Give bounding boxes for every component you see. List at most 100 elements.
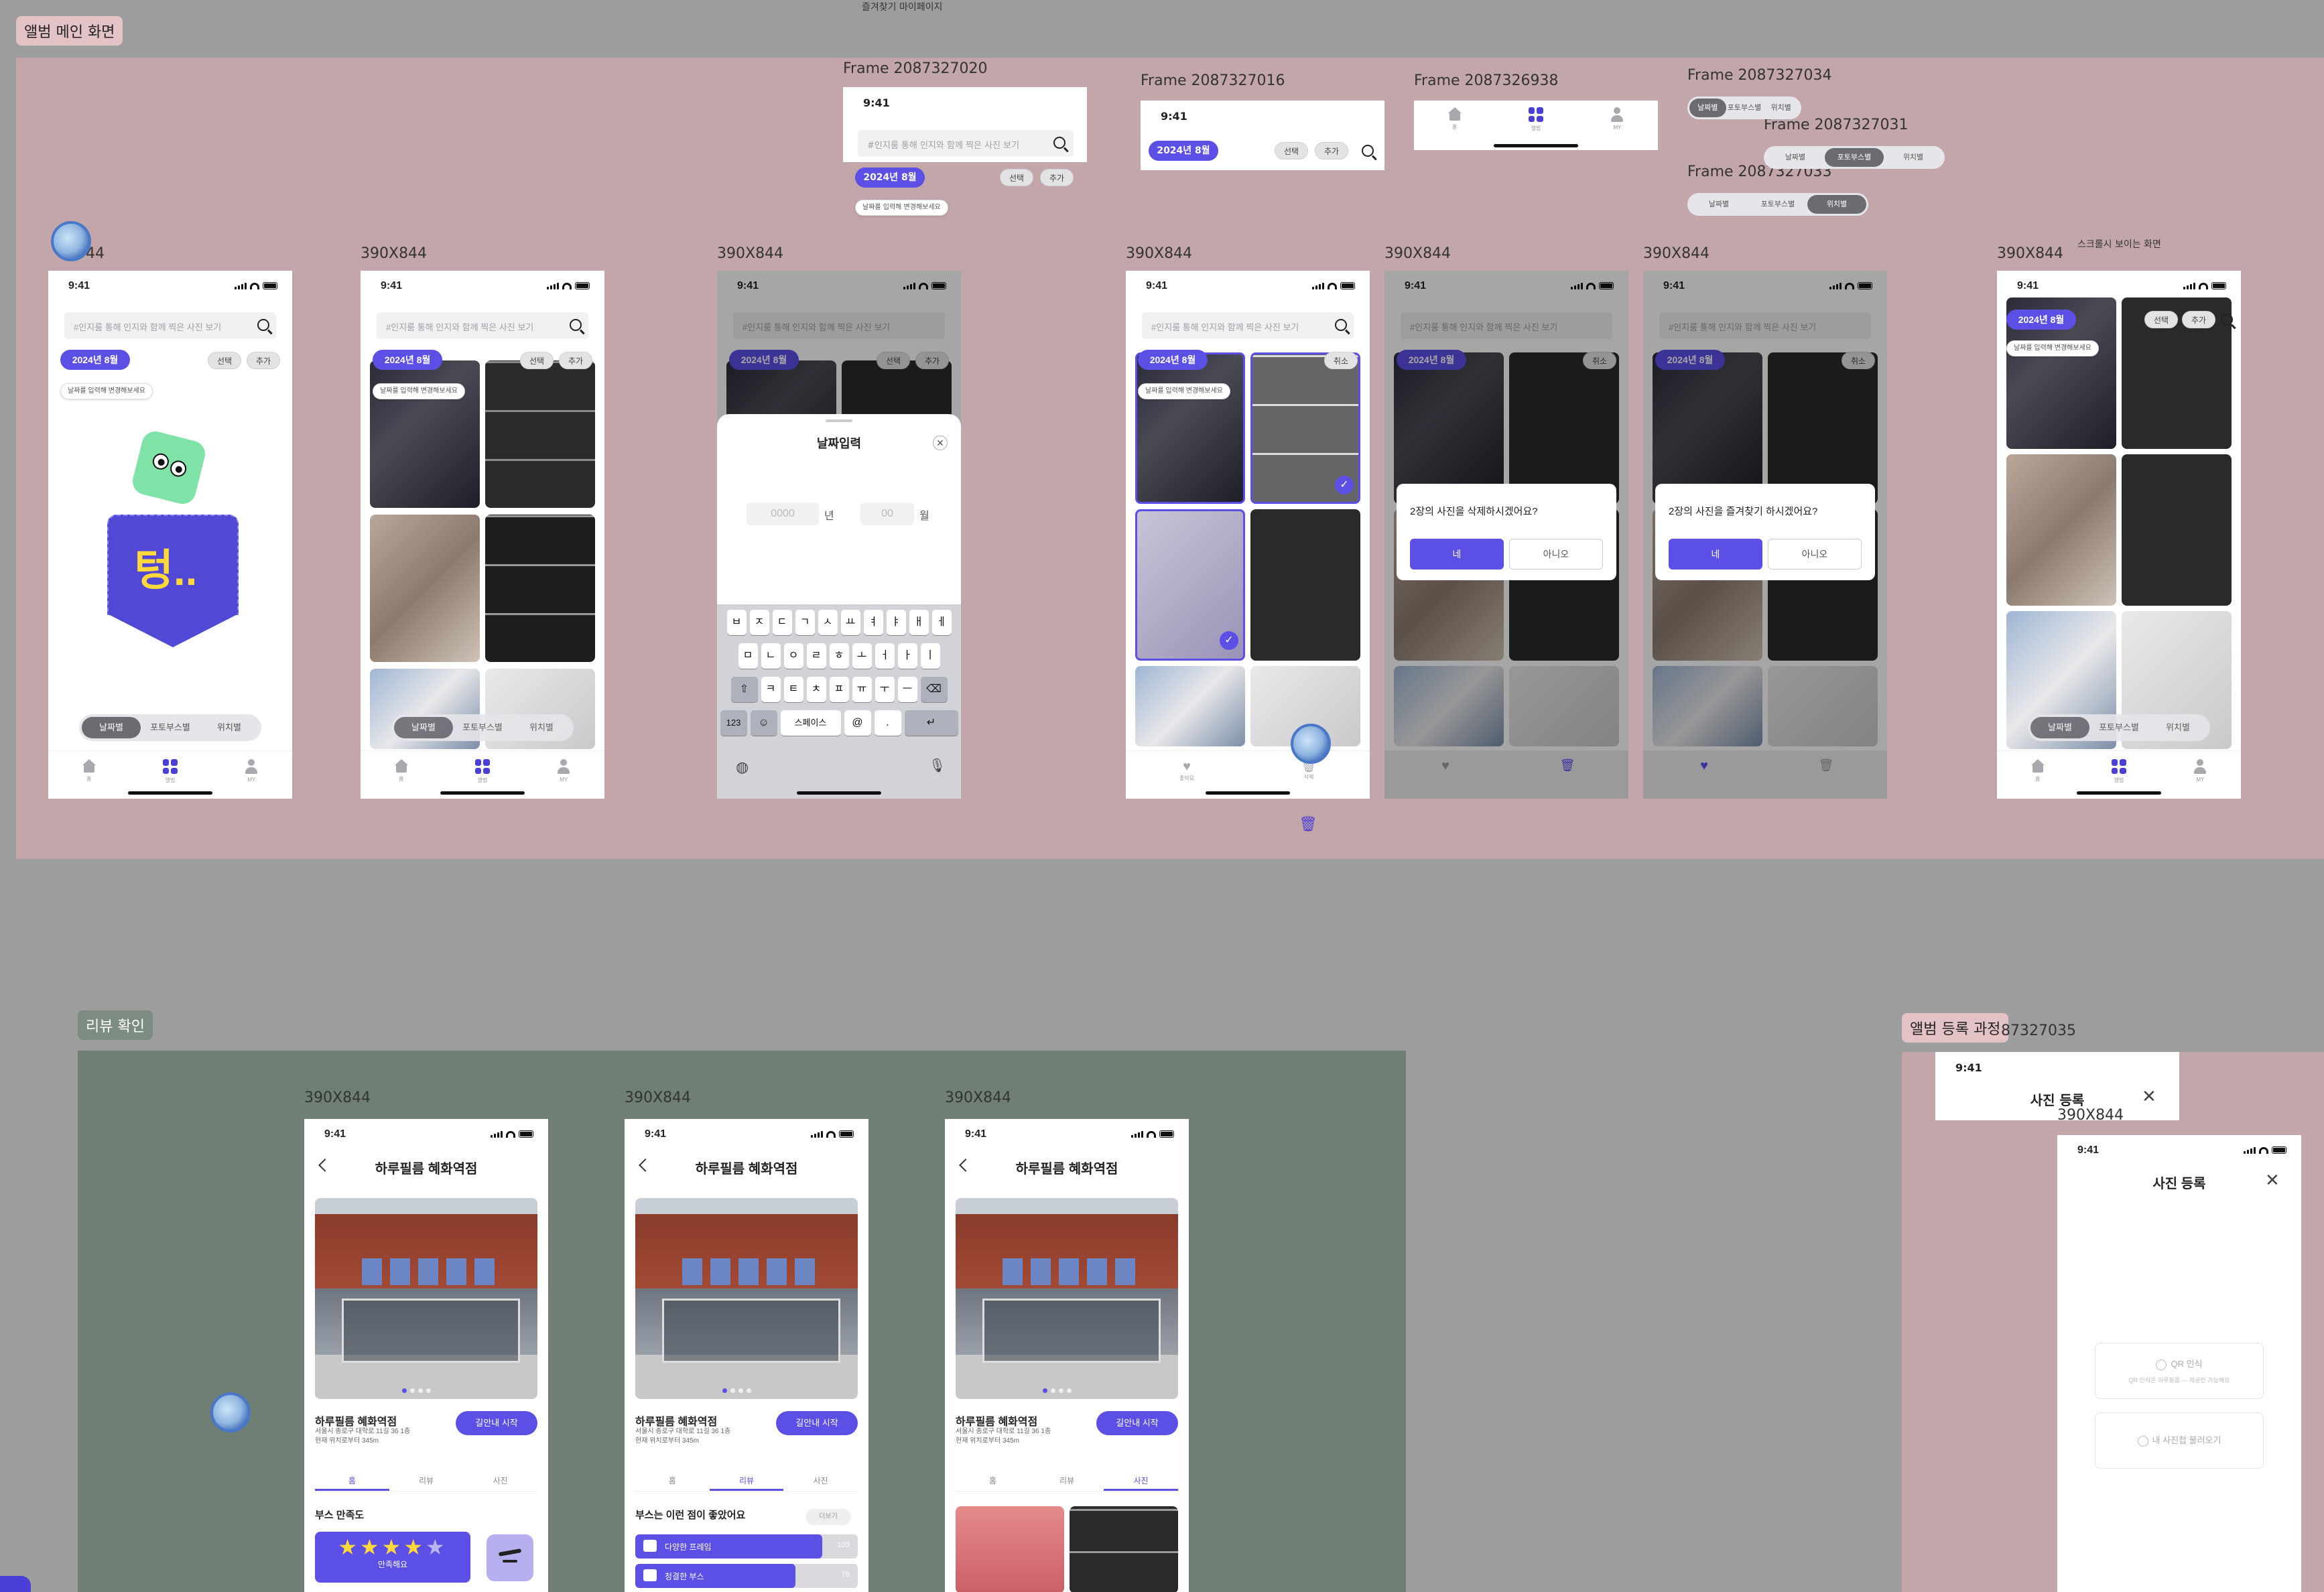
cancel-chip[interactable]: 취소 bbox=[1324, 352, 1358, 369]
tab-favorite[interactable]: ♥ 좋아요 bbox=[1432, 758, 1459, 799]
date-chip[interactable]: 2024년 8월 bbox=[373, 350, 442, 370]
search-input[interactable]: #인지룸 통해 인지와 함께 찍은 사진 보기 bbox=[733, 312, 945, 339]
year-field[interactable]: 0000 bbox=[747, 503, 819, 525]
tab-my[interactable]: MY bbox=[1604, 107, 1630, 150]
key[interactable]: ㅛ bbox=[840, 610, 860, 635]
close-icon[interactable]: ✕ bbox=[933, 436, 948, 450]
tab-home[interactable]: 홈 bbox=[2024, 759, 2051, 799]
segment-location[interactable]: 위치별 bbox=[529, 722, 554, 732]
date-chip[interactable]: 2024년 8월 bbox=[855, 168, 925, 188]
tab-home[interactable]: 홈 bbox=[668, 1476, 676, 1485]
dot-key[interactable]: . bbox=[874, 710, 901, 736]
add-chip[interactable]: 추가 bbox=[247, 352, 280, 369]
select-chip[interactable]: 선택 bbox=[208, 352, 241, 369]
add-chip[interactable]: 추가 bbox=[1040, 169, 1074, 186]
key[interactable]: ㅁ bbox=[738, 643, 758, 669]
navigate-button[interactable]: 길안내 시작 bbox=[1096, 1411, 1178, 1435]
tab-photos[interactable]: 사진 bbox=[1104, 1471, 1179, 1491]
date-chip[interactable]: 2024년 8월 bbox=[1397, 350, 1466, 370]
key[interactable]: ㅕ bbox=[863, 610, 883, 635]
search-icon[interactable] bbox=[1053, 137, 1066, 149]
tab-home[interactable]: 홈 bbox=[315, 1471, 389, 1491]
segment-control[interactable]: 날짜별 포토부스별 위치별 bbox=[79, 714, 261, 741]
tab-album[interactable]: 앨범 bbox=[469, 759, 496, 799]
segment-date[interactable]: 날짜별 bbox=[1689, 98, 1726, 117]
tab-favorite[interactable]: ♥ 좋아요 bbox=[1173, 759, 1200, 799]
key[interactable]: ㅔ bbox=[931, 610, 952, 635]
globe-icon[interactable]: ◍ bbox=[736, 758, 749, 775]
select-chip[interactable]: 선택 bbox=[1000, 169, 1033, 186]
key[interactable]: ㅎ bbox=[829, 643, 849, 669]
tab-album[interactable]: 앨범 bbox=[157, 759, 184, 799]
tab-home[interactable]: 홈 bbox=[388, 759, 415, 799]
search-icon[interactable] bbox=[570, 319, 582, 331]
navigate-button[interactable]: 길안내 시작 bbox=[456, 1411, 537, 1435]
search-input[interactable]: #인지룸 통해 인지와 함께 찍은 사진 보기 bbox=[1659, 312, 1871, 339]
key[interactable]: ㅊ bbox=[806, 677, 826, 702]
search-icon[interactable] bbox=[1335, 319, 1347, 331]
segment-location[interactable]: 위치별 bbox=[2166, 722, 2190, 732]
date-chip[interactable]: 2024년 8월 bbox=[1138, 350, 1208, 370]
tab-home[interactable]: 홈 bbox=[76, 759, 103, 799]
search-input[interactable]: #인지룸 통해 인지와 함께 찍은 사진 보기 bbox=[1142, 312, 1354, 339]
key[interactable]: ㅐ bbox=[909, 610, 929, 635]
tab-my[interactable]: MY bbox=[238, 759, 265, 799]
tab-album[interactable]: 앨범 bbox=[2106, 759, 2132, 799]
space-key[interactable]: 스페이스 bbox=[780, 710, 841, 736]
close-icon[interactable]: ✕ bbox=[2142, 1087, 2156, 1107]
cancel-chip[interactable]: 취소 bbox=[1842, 352, 1875, 369]
tab-review[interactable]: 리뷰 bbox=[418, 1476, 434, 1485]
key[interactable]: ㅓ bbox=[875, 643, 895, 669]
tab-favorite[interactable]: ♥ 좋아요 bbox=[1691, 758, 1718, 799]
backspace-key[interactable]: ⌫ bbox=[920, 677, 948, 702]
add-chip[interactable]: 추가 bbox=[2182, 311, 2215, 328]
segment-location-selected[interactable]: 날짜별 포토부스별 위치별 bbox=[1687, 193, 1868, 216]
confirm-yes-button[interactable]: 네 bbox=[1410, 539, 1504, 570]
segment-booth[interactable]: 포토부스별 bbox=[1760, 200, 1795, 208]
numbers-key[interactable]: 123 bbox=[720, 710, 747, 736]
key[interactable]: ㄱ bbox=[795, 610, 815, 635]
photo-thumb[interactable] bbox=[2122, 454, 2232, 606]
key[interactable]: ㅜ bbox=[875, 677, 895, 702]
segment-date[interactable]: 날짜별 bbox=[1785, 153, 1806, 161]
tab-review[interactable]: 리뷰 bbox=[1059, 1476, 1075, 1485]
segment-date[interactable]: 날짜별 bbox=[2030, 717, 2089, 738]
add-chip[interactable]: 추가 bbox=[1315, 142, 1348, 159]
key[interactable]: ㄹ bbox=[806, 643, 826, 669]
tab-delete[interactable]: 🗑 삭제 bbox=[1813, 758, 1839, 799]
emoji-key[interactable]: ☺ bbox=[750, 710, 777, 736]
segment-booth[interactable]: 포토부스별 bbox=[150, 722, 190, 732]
photo-thumb[interactable] bbox=[1250, 509, 1360, 661]
store-photo[interactable] bbox=[956, 1198, 1178, 1399]
date-chip[interactable]: 2024년 8월 bbox=[1655, 350, 1725, 370]
key[interactable]: ㅑ bbox=[886, 610, 906, 635]
shift-key[interactable]: ⇧ bbox=[730, 677, 758, 702]
key[interactable]: ㅏ bbox=[897, 643, 917, 669]
key[interactable]: ㅈ bbox=[749, 610, 769, 635]
review-photo[interactable] bbox=[956, 1506, 1064, 1592]
confirm-no-button[interactable]: 아니오 bbox=[1768, 539, 1862, 570]
segment-date[interactable]: 날짜별 bbox=[1708, 200, 1730, 208]
segment-location[interactable]: 위치별 bbox=[1807, 195, 1866, 214]
key[interactable]: ㅇ bbox=[783, 643, 803, 669]
return-key[interactable]: ↵ bbox=[904, 710, 958, 736]
photo-thumb[interactable] bbox=[1135, 352, 1245, 504]
key[interactable]: ㄷ bbox=[772, 610, 792, 635]
key[interactable]: ㅗ bbox=[852, 643, 872, 669]
key[interactable]: ㅋ bbox=[761, 677, 781, 702]
key[interactable]: ㅌ bbox=[783, 677, 803, 702]
search-input[interactable]: #인지룸 통해 인지와 함께 찍은 사진 보기 bbox=[858, 130, 1074, 157]
segment-booth[interactable]: 포토부스별 bbox=[462, 722, 503, 732]
tab-my[interactable]: MY bbox=[2187, 759, 2213, 799]
segment-booth[interactable]: 포토부스별 bbox=[2099, 722, 2139, 732]
segment-location[interactable]: 위치별 bbox=[1770, 103, 1791, 112]
segment-control[interactable]: 날짜별 포토부스별 위치별 bbox=[2028, 714, 2210, 741]
segment-date[interactable]: 날짜별 bbox=[82, 717, 141, 738]
segment-booth[interactable]: 포토부스별 bbox=[1825, 148, 1884, 167]
tab-home[interactable]: 홈 bbox=[988, 1476, 996, 1485]
sheet-handle[interactable] bbox=[826, 419, 852, 422]
confirm-yes-button[interactable]: 네 bbox=[1669, 539, 1762, 570]
select-chip[interactable]: 선택 bbox=[1275, 142, 1308, 159]
tab-photos[interactable]: 사진 bbox=[813, 1476, 828, 1485]
select-chip[interactable]: 선택 bbox=[2144, 311, 2178, 328]
